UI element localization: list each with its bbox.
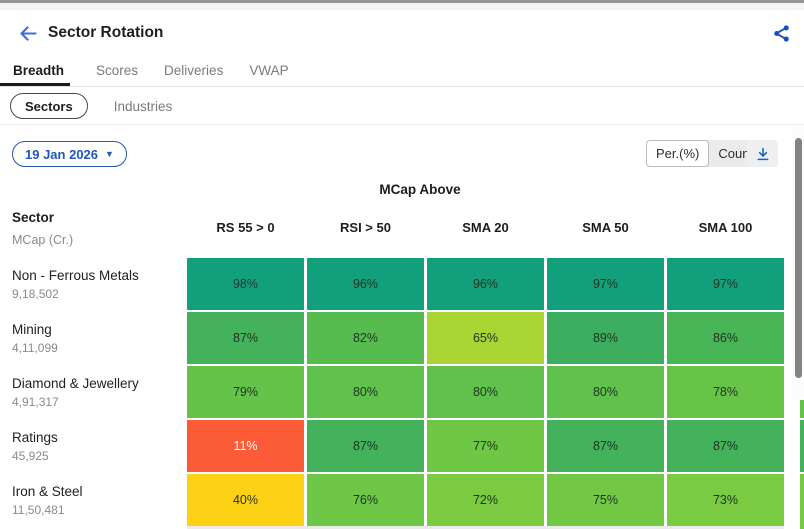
subtab-sectors[interactable]: Sectors xyxy=(10,93,88,119)
download-icon xyxy=(755,146,771,162)
heatmap-cell[interactable]: 97% xyxy=(667,258,784,310)
heatmap-grid: 98% 96% 96% 97% 97% 87% 82% 65% 89% 86% … xyxy=(187,258,784,526)
heatmap-cell[interactable]: 73% xyxy=(667,474,784,526)
heatmap-cell[interactable]: 79% xyxy=(187,366,304,418)
unit-toggle: Per.(%) Count xyxy=(646,140,763,167)
heatmap-cell[interactable]: 80% xyxy=(307,366,424,418)
heatmap-cell[interactable]: 87% xyxy=(187,312,304,364)
column-header-sma100: SMA 100 xyxy=(698,220,753,235)
column-headers: RS 55 > 0 RSI > 50 SMA 20 SMA 50 SMA 100 xyxy=(187,220,784,235)
date-dropdown[interactable]: 19 Jan 2026 ▼ xyxy=(12,141,127,167)
sector-row-label[interactable]: Mining 4,11,099 xyxy=(12,312,182,364)
column-header-rs55: RS 55 > 0 xyxy=(216,220,275,235)
toggle-count[interactable]: Count xyxy=(718,146,754,161)
heatmap-cell[interactable]: 82% xyxy=(307,312,424,364)
tab-deliveries[interactable]: Deliveries xyxy=(164,58,223,86)
sector-mcap: 45,925 xyxy=(12,448,49,463)
column-header-rsi50: RSI > 50 xyxy=(340,220,391,235)
heatmap-cell[interactable]: 87% xyxy=(667,420,784,472)
heatmap-cell[interactable]: 40% xyxy=(187,474,304,526)
tab-label: Deliveries xyxy=(164,63,224,78)
share-button[interactable] xyxy=(768,20,794,46)
page-title: Sector Rotation xyxy=(48,24,164,41)
app-bar: Sector Rotation xyxy=(0,10,804,58)
download-button[interactable] xyxy=(747,140,778,167)
heatmap-cell[interactable]: 75% xyxy=(547,474,664,526)
heatmap-cell[interactable]: 72% xyxy=(427,474,544,526)
tab-vwap[interactable]: VWAP xyxy=(249,58,288,86)
heatmap-cell[interactable]: 80% xyxy=(427,366,544,418)
tab-label: VWAP xyxy=(249,63,289,78)
sector-name: Iron & Steel xyxy=(12,483,83,499)
group-header-mcap-above: MCap Above xyxy=(379,182,461,197)
sector-mcap: 11,50,481 xyxy=(12,502,65,517)
heatmap-cell[interactable]: 96% xyxy=(427,258,544,310)
heatmap-cell[interactable]: 11% xyxy=(187,420,304,472)
sector-row-label[interactable]: Non - Ferrous Metals 9,18,502 xyxy=(12,258,182,310)
tab-label: Scores xyxy=(96,63,139,78)
subtab-industries[interactable]: Industries xyxy=(113,98,173,114)
back-button[interactable] xyxy=(14,19,42,47)
sector-name: Diamond & Jewellery xyxy=(12,375,139,391)
heatmap-cell[interactable]: 76% xyxy=(307,474,424,526)
sector-name: Ratings xyxy=(12,429,58,445)
heatmap-cell[interactable]: 96% xyxy=(307,258,424,310)
heatmap-cell[interactable]: 78% xyxy=(667,366,784,418)
heatmap-cell[interactable]: 98% xyxy=(187,258,304,310)
sector-row-label[interactable]: Diamond & Jewellery 4,91,317 xyxy=(12,366,182,418)
back-arrow-icon xyxy=(18,23,39,44)
column-header-sma20: SMA 20 xyxy=(462,220,509,235)
main-tabs: Breadth Scores Deliveries VWAP xyxy=(0,58,804,87)
tab-scores[interactable]: Scores xyxy=(96,58,138,86)
heatmap-cell[interactable]: 65% xyxy=(427,312,544,364)
date-label: 19 Jan 2026 xyxy=(25,146,99,162)
sector-row-label[interactable]: Ratings 45,925 xyxy=(12,420,182,472)
toggle-percent[interactable]: Per.(%) xyxy=(646,140,710,167)
sector-name: Mining xyxy=(12,321,52,337)
heatmap-cell[interactable]: 97% xyxy=(547,258,664,310)
heatmap-cell[interactable]: 80% xyxy=(547,366,664,418)
row-labels: Non - Ferrous Metals 9,18,502 Mining 4,1… xyxy=(12,258,182,528)
top-strip xyxy=(0,0,804,10)
column-header-sma50: SMA 50 xyxy=(582,220,629,235)
heatmap-cell[interactable]: 86% xyxy=(667,312,784,364)
column-header-sector: Sector xyxy=(12,210,55,225)
heatmap-cell[interactable]: 87% xyxy=(547,420,664,472)
heatmap-cell[interactable]: 89% xyxy=(547,312,664,364)
sector-row-label[interactable]: Iron & Steel 11,50,481 xyxy=(12,474,182,526)
column-subheader-mcap: MCap (Cr.) xyxy=(12,233,74,247)
sector-mcap: 4,11,099 xyxy=(12,340,58,355)
share-icon xyxy=(772,24,791,43)
chevron-down-icon: ▼ xyxy=(105,148,114,159)
heatmap-cell[interactable]: 87% xyxy=(307,420,424,472)
sector-mcap: 9,18,502 xyxy=(12,286,59,301)
tab-breadth[interactable]: Breadth xyxy=(0,58,71,86)
heatmap-cell[interactable]: 77% xyxy=(427,420,544,472)
heatmap-cell-partial xyxy=(800,474,804,529)
scrollbar-thumb[interactable] xyxy=(795,138,802,378)
sector-mcap: 4,91,317 xyxy=(12,394,59,409)
grid-bottom-strip xyxy=(187,526,784,529)
heatmap-cell-partial xyxy=(800,420,804,472)
sector-name: Non - Ferrous Metals xyxy=(12,267,139,283)
sub-tabs: Sectors Industries xyxy=(0,88,804,125)
tab-label: Breadth xyxy=(13,63,65,78)
